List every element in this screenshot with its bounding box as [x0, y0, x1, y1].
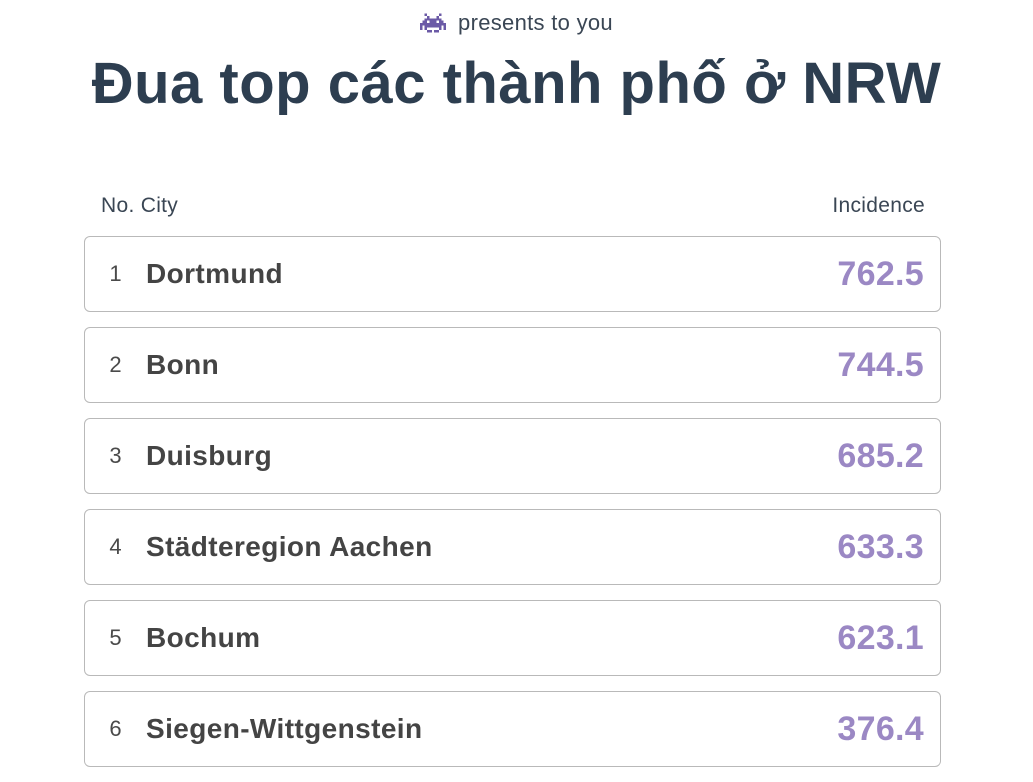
row-rank: 5: [109, 625, 122, 650]
row-city: Siegen-Wittgenstein: [146, 713, 423, 744]
row-incidence: 633.3: [837, 527, 924, 566]
col-no-city-header: No. City: [101, 194, 178, 218]
row-rank: 1: [109, 261, 122, 286]
row-city: Bonn: [146, 349, 220, 380]
table-row: 5 Bochum 623.1: [84, 600, 941, 676]
row-city: Städteregion Aachen: [146, 531, 433, 562]
page-title: Đua top các thành phố ở NRW: [91, 51, 942, 116]
presents-line: presents to you: [0, 10, 1033, 36]
table-row: 3 Duisburg 685.2: [84, 418, 941, 494]
col-no-header: No.: [101, 194, 135, 217]
table-row: 2 Bonn 744.5: [84, 327, 941, 403]
row-incidence: 685.2: [837, 436, 924, 475]
table-row: 4 Städteregion Aachen 633.3: [84, 509, 941, 585]
table-header: No. City Incidence: [101, 194, 925, 218]
row-incidence: 376.4: [837, 709, 924, 748]
city-ranking-list: 1 Dortmund 762.5 2 Bonn 744.5 3 Duisburg…: [84, 236, 941, 782]
col-city-header: City: [140, 194, 179, 217]
row-rank: 2: [109, 352, 122, 377]
row-city: Duisburg: [146, 440, 273, 471]
table-row: 1 Dortmund 762.5: [84, 236, 941, 312]
space-invader-icon: [420, 13, 447, 33]
row-incidence: 744.5: [837, 345, 924, 384]
row-incidence: 762.5: [837, 254, 924, 293]
col-incidence-header: Incidence: [832, 194, 925, 217]
row-city: Bochum: [146, 622, 261, 653]
row-rank: 4: [109, 534, 122, 559]
row-city: Dortmund: [146, 258, 283, 289]
row-rank: 3: [109, 443, 122, 468]
presents-text: presents to you: [458, 10, 613, 35]
row-rank: 6: [109, 716, 122, 741]
table-row: 6 Siegen-Wittgenstein 376.4: [84, 691, 941, 767]
row-incidence: 623.1: [837, 618, 924, 657]
